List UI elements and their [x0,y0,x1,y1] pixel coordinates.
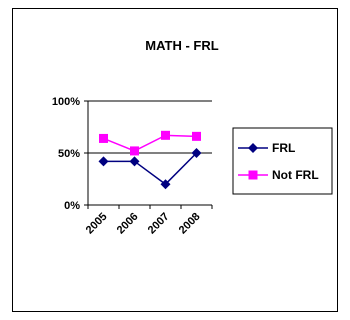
data-point [161,130,170,140]
data-point [129,156,140,167]
data-point [130,146,139,156]
chart-title: MATH - FRL [145,38,218,53]
x-tick-label: 2008 [177,211,203,237]
legend-marker [248,170,258,180]
legend: FRL Not FRL [232,127,333,195]
series-not-frl [99,130,201,156]
legend-item: Not FRL [238,168,319,182]
data-point [99,133,108,143]
plot-area: 0% 50% 100% 2005 2006 2007 2008 [52,96,213,237]
y-tick-label: 0% [64,200,80,212]
legend-label: Not FRL [272,168,319,182]
series-frl [98,148,202,190]
x-tick-label: 2006 [115,211,141,237]
data-point [192,131,201,141]
data-point [160,179,171,190]
y-tick-label: 100% [52,96,80,108]
series-line [103,152,198,186]
series-line [103,134,197,152]
data-point [191,148,202,158]
y-tick-label: 50% [58,148,80,160]
legend-marker [248,143,258,153]
x-tick-label: 2005 [84,211,110,237]
legend-label: FRL [272,141,295,155]
legend-item: FRL [238,141,295,155]
legend-box [232,127,333,195]
x-tick-label: 2007 [146,211,172,237]
data-point [98,156,109,167]
